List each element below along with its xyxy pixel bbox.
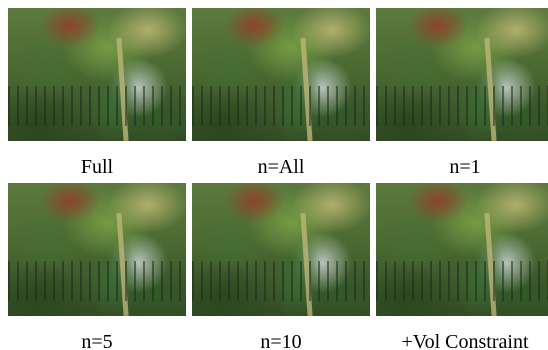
panel-image	[192, 8, 370, 141]
panel: +Vol Constraint	[376, 183, 548, 350]
fence	[8, 261, 186, 301]
fence	[8, 86, 186, 126]
panel: n=10	[192, 183, 370, 350]
panel: n=5	[8, 183, 186, 350]
panel-label: Full	[8, 155, 186, 179]
panel-image	[8, 8, 186, 141]
panel: n=1	[376, 8, 548, 179]
panel: n=All	[192, 8, 370, 179]
fence	[192, 86, 370, 126]
panel-image	[376, 183, 548, 316]
panel-label: n=All	[192, 155, 370, 179]
panel-image	[192, 183, 370, 316]
panel-label: +Vol Constraint	[376, 330, 548, 350]
panel-label: n=5	[8, 330, 186, 350]
panel-image	[8, 183, 186, 316]
fence	[192, 261, 370, 301]
panel-image	[376, 8, 548, 141]
panel-label: n=10	[192, 330, 370, 350]
fence	[376, 261, 548, 301]
panel: Full	[8, 8, 186, 179]
panel-label: n=1	[376, 155, 548, 179]
fence	[376, 86, 548, 126]
figure: Fulln=Alln=1 n=5 n=10 +Vol Constraint	[0, 0, 548, 350]
